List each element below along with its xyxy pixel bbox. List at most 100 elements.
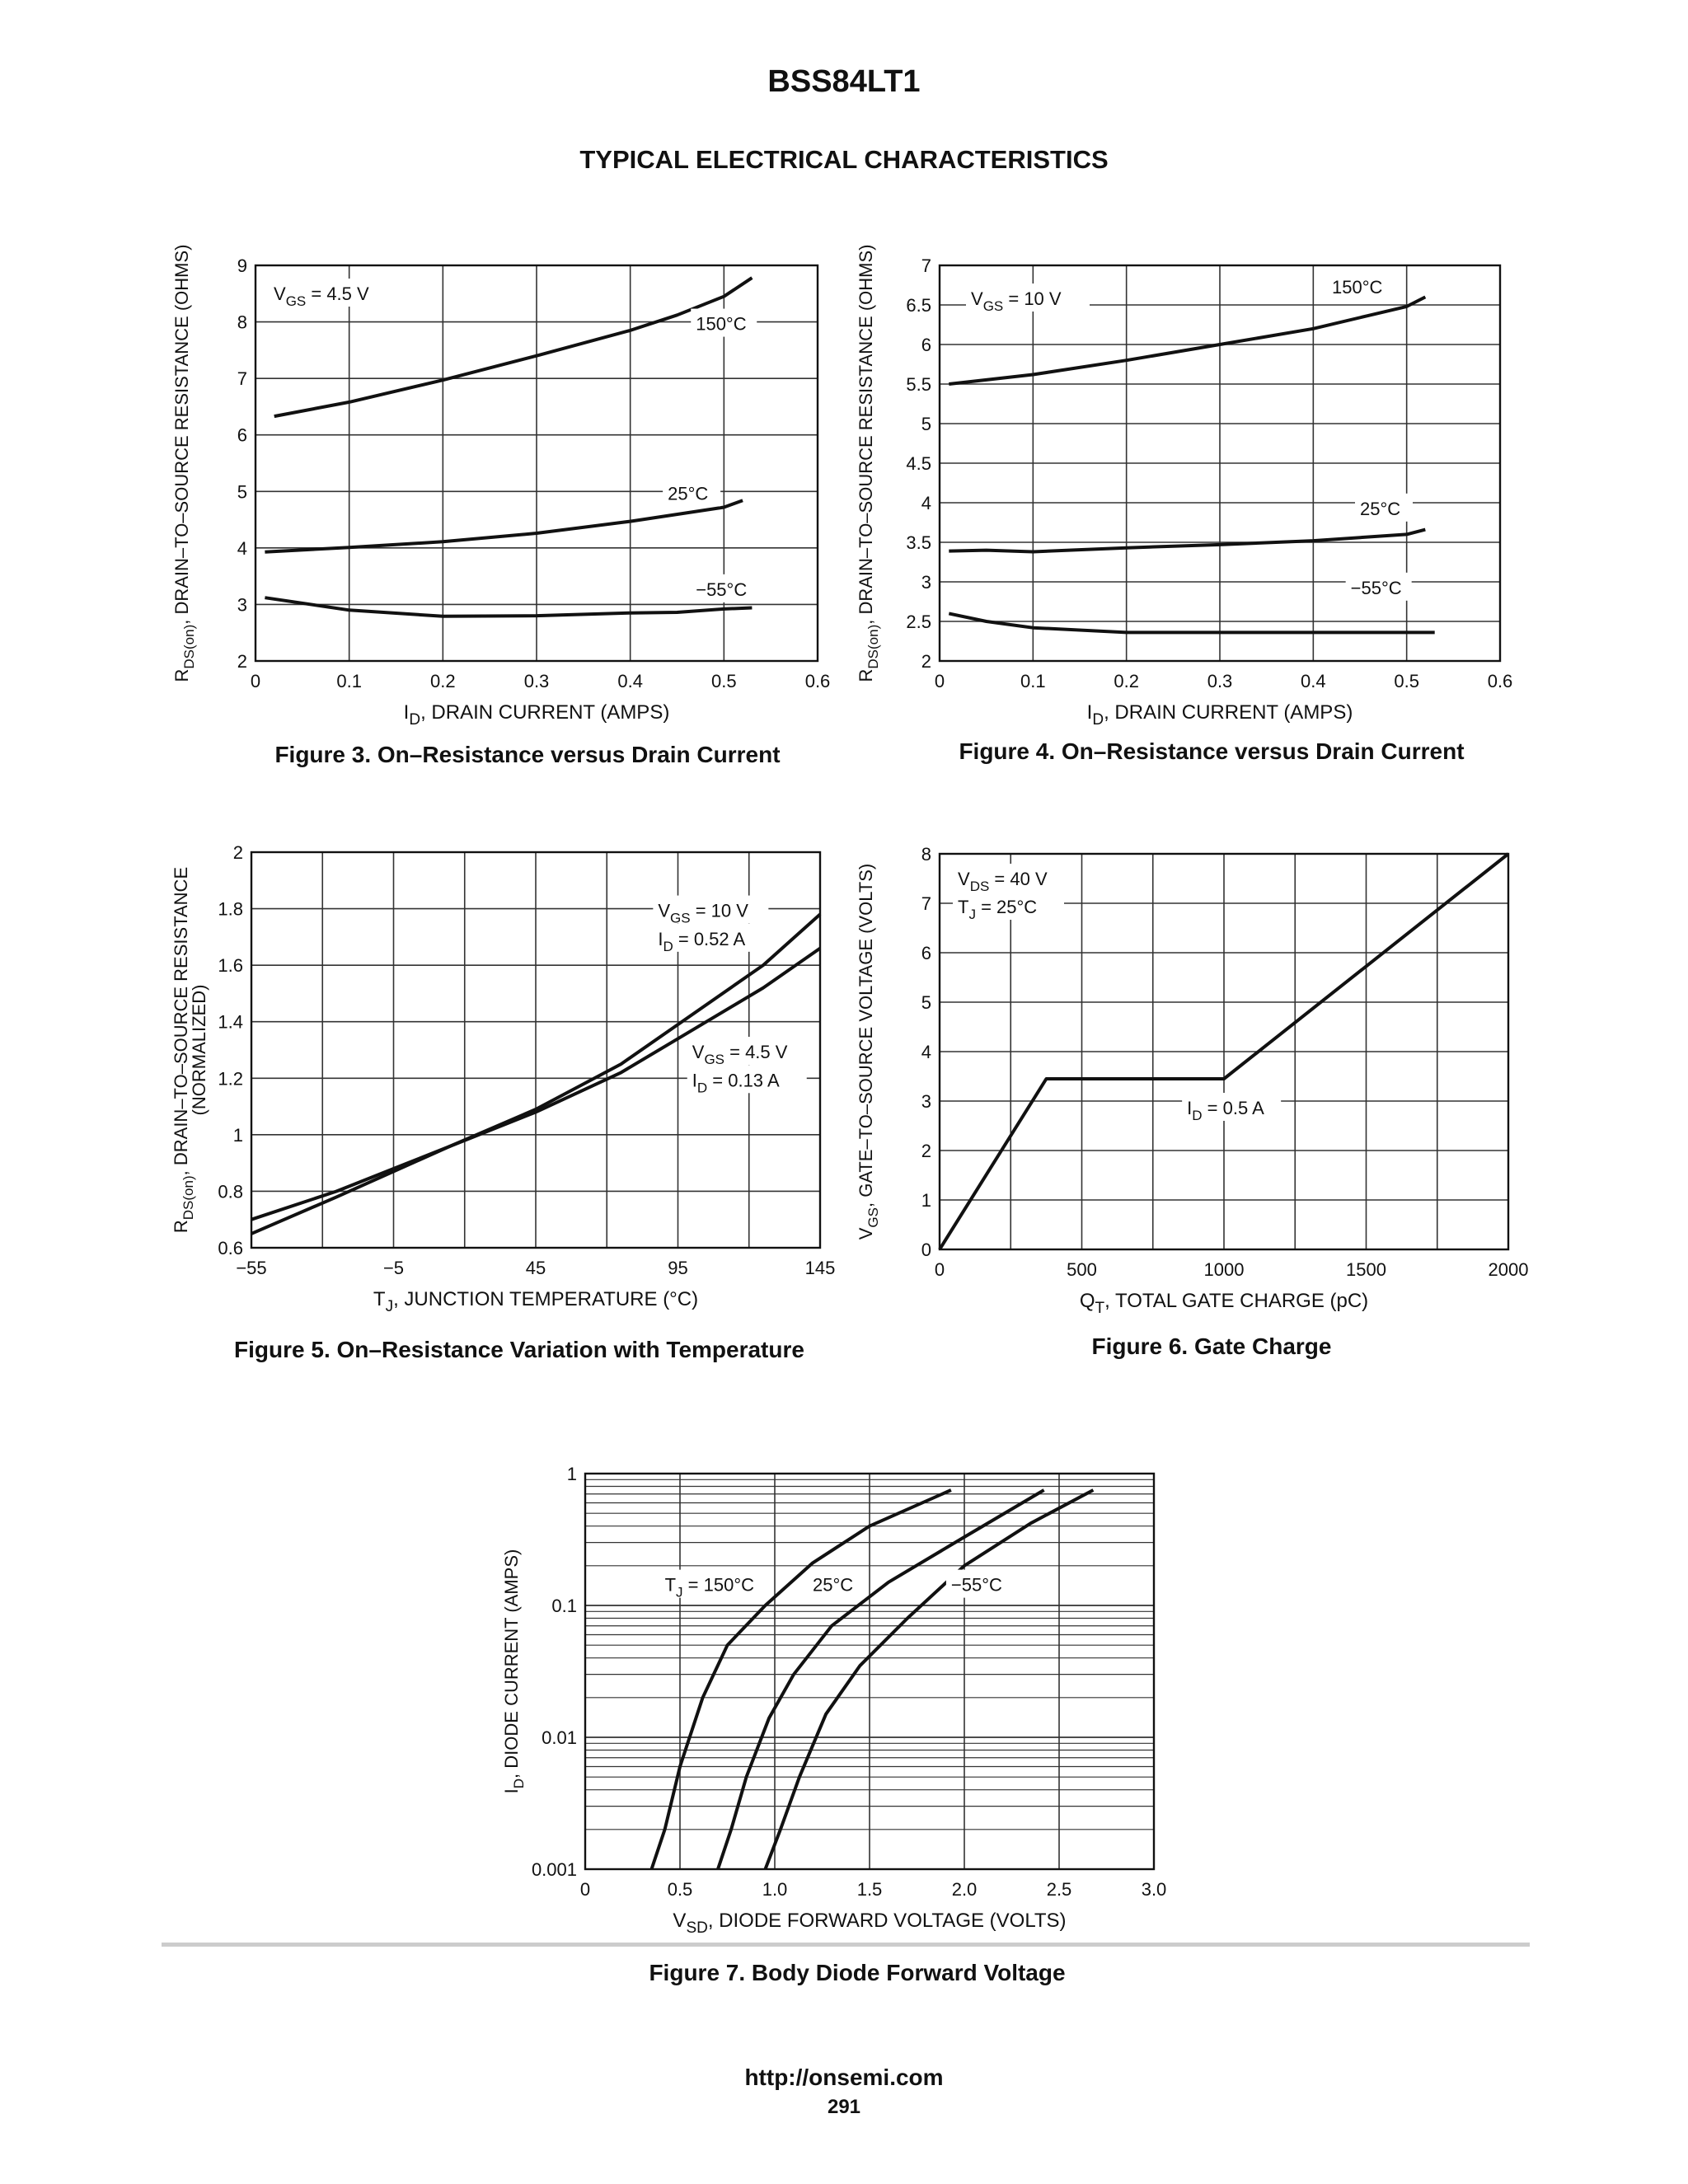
plot-frame <box>254 264 819 663</box>
x-tick-label: 0.1 <box>1020 671 1046 691</box>
y-tick-label: 7 <box>237 368 247 389</box>
series-label-25c-bg <box>808 1569 865 1598</box>
series-label-id013: ID = 0.13 A <box>692 1070 780 1095</box>
y-tick-label: 3 <box>237 594 247 615</box>
x-tick-label: 2000 <box>1489 1259 1529 1280</box>
y-tick-label: 8 <box>921 844 931 865</box>
condition-label: VGS = 10 V <box>971 288 1062 314</box>
x-tick-label: 0 <box>251 671 260 691</box>
y-tick-label: 6 <box>921 335 931 355</box>
figure-3-caption: Figure 3. On–Resistance versus Drain Cur… <box>274 742 781 767</box>
series-label-25c: 25°C <box>668 483 708 504</box>
x-tick-label: 0.2 <box>1114 671 1139 691</box>
x-tick-label: 0.1 <box>336 671 362 691</box>
series-label-id: ID = 0.5 A <box>1187 1098 1264 1123</box>
series-label-id013-bg <box>687 1065 807 1094</box>
plot-frame <box>938 852 1510 1251</box>
series-label-25c-bg <box>1355 493 1413 522</box>
series-line <box>251 946 822 1221</box>
y-tick-label: 2 <box>233 842 243 863</box>
x-tick-label: 2.0 <box>952 1879 978 1900</box>
y-axis-label: VGS, GATE–TO–SOURCE VOLTAGE (VOLTS) <box>856 864 881 1240</box>
y-tick-label: 5 <box>921 992 931 1013</box>
series-label-vgs10-bg <box>653 895 769 924</box>
y-tick-label: 3 <box>921 572 931 593</box>
series-line <box>265 499 743 554</box>
figure-7-chart: 0 0.5 1.0 1.5 2.0 2.5 3.0 0.001 0.01 0.1 1 VSD, DIO… <box>501 1464 1167 1937</box>
y-tick-label: 0.1 <box>551 1596 577 1616</box>
figure-4-chart: 0 0.1 0.2 0.3 0.4 0.5 0.6 2 2.5 3 3.5 4 4.5 5 5.5 6 6.5 7… <box>856 245 1513 729</box>
condition-label-bg <box>966 284 1090 312</box>
series-label-minus55c-bg <box>691 574 757 602</box>
x-tick-label: 0.6 <box>1488 671 1513 691</box>
y-tick-label: 2.5 <box>906 612 931 632</box>
x-tick-label: 0.3 <box>524 671 550 691</box>
y-tick-label: 4.5 <box>906 453 931 474</box>
y-tick-label: 4 <box>921 1042 931 1062</box>
x-tick-label: 145 <box>805 1258 836 1278</box>
condition-label-tj: TJ = 25°C <box>958 897 1037 922</box>
y-tick-label: 1.8 <box>218 899 243 920</box>
y-tick-label: 0.6 <box>218 1238 243 1258</box>
series-label-minus55c: −55°C <box>696 579 747 600</box>
series-line <box>938 852 1510 1251</box>
y-tick-label: 1 <box>233 1125 243 1146</box>
series-line <box>251 912 822 1235</box>
series-label-minus55c-bg <box>1345 572 1412 601</box>
y-tick-label: 4 <box>921 493 931 513</box>
condition-label-vds: VDS = 40 V <box>958 869 1048 894</box>
y-axis-label: ID, DIODE CURRENT (AMPS) <box>501 1549 527 1794</box>
y-tick-label: 6 <box>921 943 931 963</box>
series-label-150c: 150°C <box>1332 277 1383 298</box>
x-tick-label: −5 <box>383 1258 404 1278</box>
figure-6-chart: 0 500 1000 1500 2000 0 1 2 3 4 5 6 7 8 QT, TOTAL GATE … <box>856 844 1529 1317</box>
x-tick-label: 95 <box>668 1258 687 1278</box>
y-axis-label: RDS(on), DRAIN–TO–SOURCE RESISTANCE <box>171 867 196 1233</box>
series-label-id-bg <box>1182 1093 1282 1121</box>
x-tick-label: 0.5 <box>668 1879 693 1900</box>
figure-5-caption: Figure 5. On–Resistance Variation with T… <box>234 1337 804 1362</box>
series-line <box>274 276 753 419</box>
y-tick-label: 4 <box>237 538 247 559</box>
y-tick-label: 6.5 <box>906 295 931 316</box>
y-tick-label: 5 <box>237 481 247 502</box>
x-tick-label: 0.5 <box>711 671 737 691</box>
x-tick-label: 500 <box>1067 1259 1097 1280</box>
y-axis-label-line2: (NORMALIZED) <box>189 985 209 1116</box>
series-line <box>265 596 753 618</box>
series-label-vgs45: VGS = 4.5 V <box>692 1042 788 1067</box>
x-tick-label: 0 <box>935 1259 945 1280</box>
x-axis-label: ID, DRAIN CURRENT (AMPS) <box>1087 701 1353 729</box>
series-label-150c-bg <box>691 308 757 337</box>
figure-5-chart: −55 −5 45 95 145 0.6 0.8 1 1.2 1.4 1.6 1.8 2 TJ, JUNC… <box>171 842 836 1315</box>
series-label-150c: 150°C <box>696 314 747 335</box>
plot-frame <box>250 851 822 1249</box>
x-tick-label: 0.2 <box>430 671 456 691</box>
series-label-vgs10: VGS = 10 V <box>658 901 748 926</box>
footer-url[interactable]: http://onsemi.com <box>744 2064 944 2090</box>
x-tick-label: 0.3 <box>1207 671 1233 691</box>
x-tick-label: 0.4 <box>1301 671 1326 691</box>
series-label-minus55c: −55°C <box>951 1575 1002 1596</box>
x-tick-label: 3.0 <box>1142 1879 1167 1900</box>
series-label-id052-bg <box>653 923 769 952</box>
series-line <box>649 1488 952 1870</box>
x-axis-label: TJ, JUNCTION TEMPERATURE (°C) <box>373 1288 698 1315</box>
series-line <box>716 1488 1045 1870</box>
y-tick-label: 5.5 <box>906 374 931 395</box>
series-label-25c: 25°C <box>1360 499 1400 519</box>
x-tick-label: 0 <box>935 671 945 691</box>
series-label-25c-bg <box>663 478 721 507</box>
series-label-minus55c: −55°C <box>1351 578 1402 598</box>
series-line <box>763 1488 1095 1870</box>
condition-label: VGS = 4.5 V <box>274 284 369 309</box>
series-label-150c-bg <box>1327 272 1393 300</box>
plot-frame <box>938 264 1502 663</box>
y-tick-label: 0.01 <box>542 1727 577 1748</box>
x-tick-label: 1.5 <box>857 1879 883 1900</box>
x-axis-label: QT, TOTAL GATE CHARGE (pC) <box>1080 1290 1368 1317</box>
y-tick-label: 1.2 <box>218 1068 243 1089</box>
y-tick-label: 1 <box>567 1464 577 1484</box>
x-tick-label: 1.0 <box>762 1879 788 1900</box>
section-title: TYPICAL ELECTRICAL CHARACTERISTICS <box>579 145 1109 174</box>
